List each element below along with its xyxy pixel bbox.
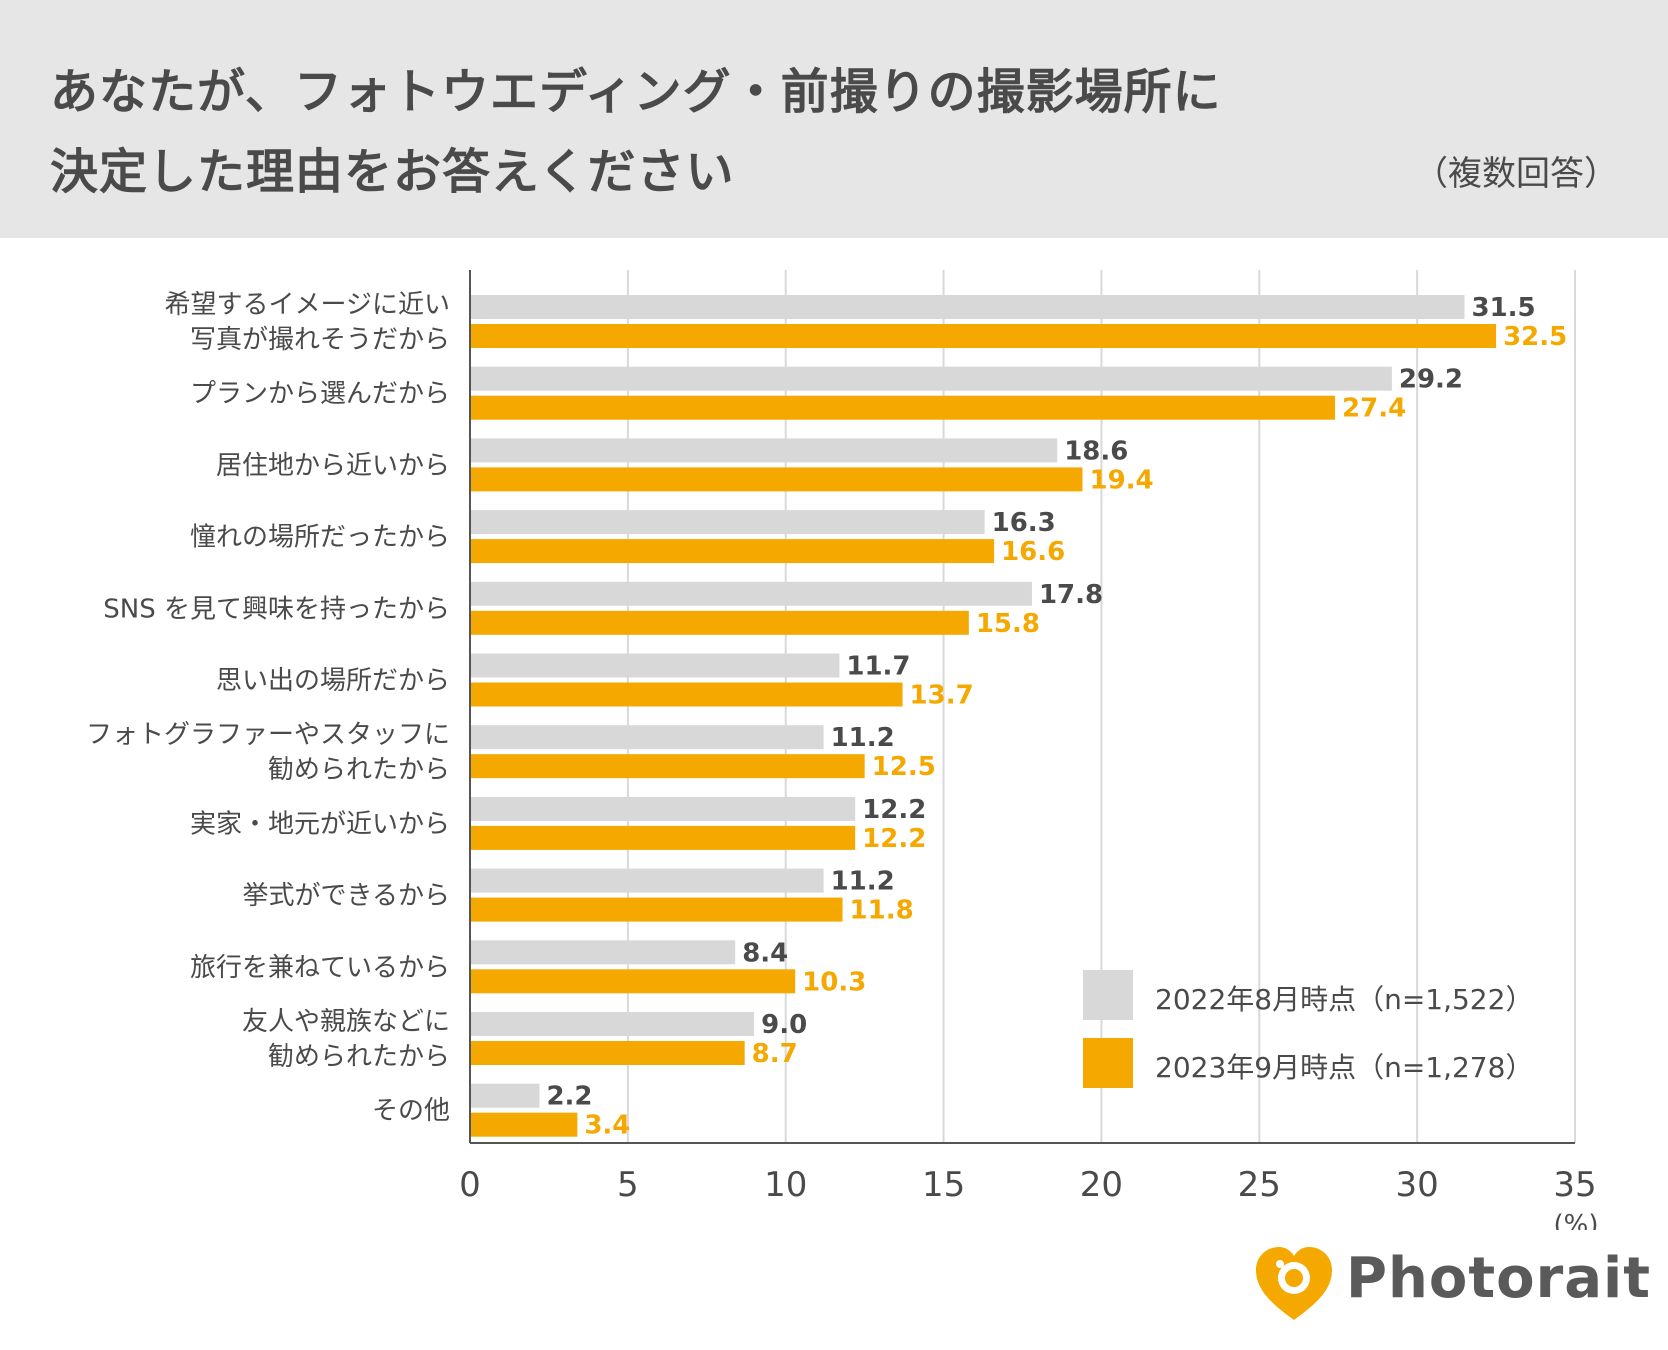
value-label-2023-8: 11.8 [850, 896, 914, 926]
value-label-2022-7: 12.2 [862, 795, 926, 825]
bar-2022-10 [470, 1012, 755, 1036]
value-label-2022-8: 11.2 [831, 867, 895, 897]
photorait-logo: Photorait [1252, 1244, 1650, 1324]
value-label-2023-4: 15.8 [976, 609, 1040, 639]
logo-wordmark: Photorait [1346, 1246, 1651, 1311]
category-label-11-0: その他 [372, 1096, 450, 1126]
x-axis-unit: (%) [1554, 1210, 1599, 1230]
category-label-6-1: 勧められたから [268, 755, 450, 785]
bar-2023-4 [470, 610, 969, 635]
category-label-6-0: フォトグラファーやスタッフに [86, 720, 450, 750]
legend-label-2023: 2023年9月時点（n=1,278） [1155, 1051, 1534, 1084]
labels: 0 5 10 15 20 25 30 35 (%) 31.532.5 希望するイメージに近い写真が撮… [86, 290, 1599, 1230]
bar-2022-8 [470, 868, 824, 893]
bar-2023-11 [470, 1112, 578, 1137]
legend-swatch-2022 [1083, 970, 1133, 1020]
bar-2022-0 [470, 295, 1465, 319]
bar-2023-2 [470, 467, 1083, 492]
value-label-2022-9: 8.4 [742, 938, 788, 968]
value-label-2023-10: 8.7 [752, 1039, 798, 1069]
value-label-2022-4: 17.8 [1039, 580, 1103, 610]
x-tick-label-15: 15 [922, 1165, 965, 1205]
axes [469, 270, 1575, 1144]
x-tick-label-10: 10 [764, 1165, 807, 1205]
value-label-2023-0: 32.5 [1503, 322, 1567, 352]
value-label-2022-6: 11.2 [831, 723, 895, 753]
legend-item-2023: 2023年9月時点（n=1,278） [1083, 1038, 1543, 1088]
value-label-2023-1: 27.4 [1342, 394, 1406, 424]
heart-logo-icon [1256, 1247, 1332, 1320]
category-label-0-1: 写真が撮れそうだから [190, 325, 450, 355]
value-label-2023-3: 16.6 [1001, 537, 1065, 567]
value-label-2022-1: 29.2 [1399, 365, 1463, 395]
category-label-1-0: プランから選んだから [190, 379, 450, 409]
bar-chart: 0 5 10 15 20 25 30 35 (%) 31.532.5 希望するイメージに近い写真が撮… [86, 270, 1599, 1230]
value-label-2022-0: 31.5 [1472, 293, 1536, 323]
bar-2023-8 [470, 897, 843, 922]
x-tick-label-25: 25 [1238, 1165, 1281, 1205]
category-label-10-1: 勧められたから [268, 1042, 450, 1072]
value-label-2022-10: 9.0 [761, 1010, 807, 1040]
bar-2022-6 [470, 725, 824, 750]
category-label-8-0: 挙式ができるから [243, 881, 450, 911]
category-label-4-0: SNS を見て興味を持ったから [103, 594, 450, 624]
category-label-7-0: 実家・地元が近いから [190, 809, 450, 839]
value-label-2022-5: 11.7 [846, 652, 910, 682]
bar-2023-7 [470, 825, 856, 850]
value-label-2023-9: 10.3 [802, 967, 866, 997]
legend-item-2022: 2022年8月時点（n=1,522） [1083, 970, 1543, 1020]
value-label-2023-11: 3.4 [584, 1111, 630, 1141]
chart-title-line-1: あなたが、フォトウエディング・前撮りの撮影場所に [50, 64, 1222, 120]
value-label-2023-2: 19.4 [1089, 465, 1153, 495]
bar-2022-11 [470, 1083, 540, 1108]
value-label-2023-6: 12.5 [872, 752, 936, 782]
legend-label-2022: 2022年8月時点（n=1,522） [1155, 983, 1534, 1016]
bar-2023-9 [470, 969, 796, 994]
category-label-5-0: 思い出の場所だから [216, 666, 450, 696]
bar-2022-4 [470, 581, 1032, 606]
bar-2022-1 [470, 366, 1392, 391]
value-label-2023-5: 13.7 [910, 681, 974, 711]
bar-2023-10 [470, 1041, 745, 1065]
bar-2022-5 [470, 653, 840, 678]
bar-2022-7 [470, 796, 856, 821]
value-label-2023-7: 12.2 [862, 824, 926, 854]
category-label-0-0: 希望するイメージに近い [165, 290, 450, 320]
bars [470, 295, 1497, 1137]
x-tick-label-0: 0 [459, 1165, 481, 1205]
bar-2023-6 [470, 754, 865, 779]
bar-2023-5 [470, 682, 903, 707]
value-label-2022-3: 16.3 [992, 508, 1056, 538]
value-label-2022-2: 18.6 [1064, 436, 1128, 466]
category-label-10-0: 友人や親族などに [242, 1007, 450, 1037]
bar-2023-3 [470, 539, 995, 564]
x-tick-label-20: 20 [1080, 1165, 1123, 1205]
chart-subtitle: （複数回答） [1414, 154, 1618, 194]
x-tick-label-30: 30 [1396, 1165, 1439, 1205]
chart-title-line-2: 決定した理由をお答えください [50, 144, 735, 200]
header-band: あなたが、フォトウエディング・前撮りの撮影場所に 決定した理由をお答えください … [0, 0, 1668, 238]
x-tick-label-35: 35 [1553, 1165, 1596, 1205]
category-label-2-0: 居住地から近いから [216, 451, 450, 481]
value-label-2022-11: 2.2 [546, 1082, 592, 1112]
category-label-3-0: 憧れの場所だったから [190, 523, 450, 553]
bar-2022-3 [470, 510, 985, 535]
bar-2022-9 [470, 940, 736, 965]
x-tick-label-5: 5 [617, 1165, 639, 1205]
bar-2023-0 [470, 324, 1497, 348]
bar-2022-2 [470, 438, 1058, 463]
category-label-9-0: 旅行を兼ねているから [190, 953, 450, 983]
bar-2023-1 [470, 395, 1336, 420]
legend-swatch-2023 [1083, 1038, 1133, 1088]
